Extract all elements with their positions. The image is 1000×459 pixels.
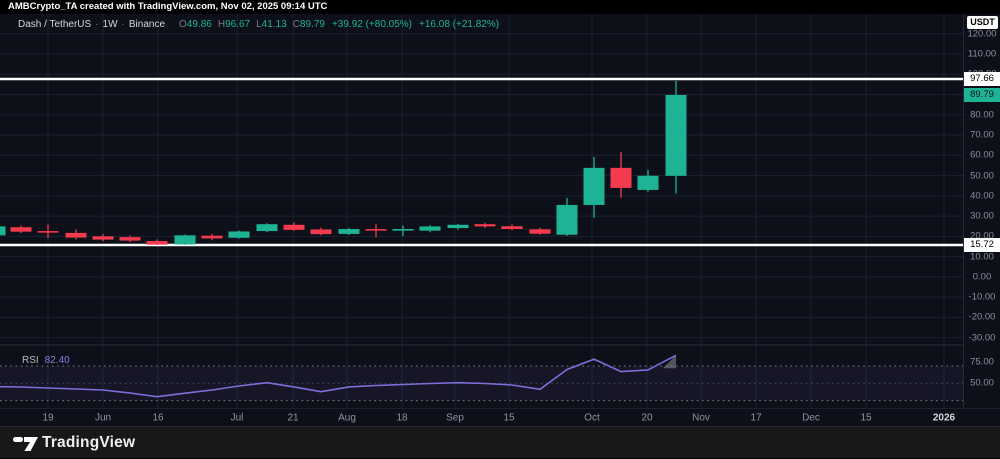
price-line-badge: 97.66 [964,72,1000,86]
candle-body [65,232,87,238]
candle-body [174,235,196,245]
time-tick-label: Sep [446,412,464,423]
chart-area: Dash / TetherUS · 1W · Binance O49.86 H96.67 L4… [0,14,1000,426]
time-tick-label: Oct [584,412,600,423]
price-tick-label: 30.00 [970,210,994,222]
time-tick-label: 2026 [932,412,956,423]
time-axis[interactable]: 19 Jun 16 Jul 21 Aug 18 Sep 15 Oct 20 Nov 17 Dec 15 202… [0,408,1000,426]
rsi-indicator-legend[interactable]: RSI 82.40 [22,355,70,367]
ohlc-key: L [256,19,262,30]
price-tick-label: -20.00 [968,311,996,323]
candle-body [146,240,168,245]
tradingview-logo-icon[interactable] [13,434,39,452]
price-tick-label: 50.00 [970,170,994,182]
candle-body [310,229,332,235]
ohlc-value: 96.67 [225,19,251,30]
candle-body [228,231,250,238]
price-tick-label: 40.00 [970,190,994,202]
candle-body [529,229,551,234]
legend-separator: · [95,19,99,30]
candle-body [365,229,387,231]
rsi-tick-label: 50.00 [970,377,994,389]
candle-body [201,235,223,239]
interval-label[interactable]: 1W [102,19,118,30]
change-value: +39.92 (+80.05%) [331,19,413,30]
exchange-label[interactable]: Binance [128,19,166,30]
candlestick-chart-surface[interactable] [0,14,963,408]
rsi-line-end-marker [663,355,676,369]
candle-body [92,236,114,240]
time-tick-label: Nov [692,412,710,423]
price-tick-label: -30.00 [968,332,996,344]
rsi-tick-label: 75.00 [970,356,994,368]
last-price-badge: 89.79 [964,87,1000,102]
footer-bar: TradingView [0,426,1000,458]
time-tick-label: 20 [641,412,653,423]
ohlc-values: O49.86 H96.67 L41.13 C89.79 [173,19,325,30]
ohlc-key: H [217,19,226,30]
change-extended-value: +16.08 (+21.82%) [419,19,500,30]
price-tick-label: 10.00 [970,251,994,263]
time-tick-label: 19 [42,412,54,423]
rsi-indicator-name: RSI [22,355,39,366]
time-tick-label: 15 [860,412,872,423]
time-tick-label: 16 [152,412,164,423]
price-tick-label: 120.00 [967,28,997,40]
ohlc-key: C [292,19,300,30]
symbol-title[interactable]: Dash / TetherUS [18,19,92,30]
candle-body [637,175,659,190]
price-tick-label: 20.00 [970,230,994,242]
price-tick-label: 80.00 [970,109,994,121]
candle-body [10,227,32,232]
candle-body [665,94,687,176]
candle-body [447,224,469,229]
ohlc-key: O [179,19,187,30]
attribution-text: AMBCrypto_TA created with TradingView.co… [8,1,328,12]
candle-body [610,167,632,188]
time-tick-label: Aug [338,412,356,423]
tradingview-wordmark[interactable]: TradingView [42,434,136,451]
candle-body [501,226,523,230]
price-tick-label: 60.00 [970,149,994,161]
candle-body [119,237,141,241]
time-tick-label: 15 [503,412,515,423]
time-tick-label: Jun [94,412,112,423]
candle-body [37,231,59,233]
candle-body [556,204,578,235]
price-tick-label: 110.00 [967,48,997,60]
time-tick-label: 21 [287,412,299,423]
candle-body [256,224,278,232]
symbol-legend: Dash / TetherUS · 1W · Binance O49.86 H96.67 L4… [18,18,499,32]
rsi-line [0,354,677,398]
candle-body [338,229,360,234]
price-tick-label: -10.00 [968,291,996,303]
candle-body [0,226,6,236]
price-line-badge: 15.72 [964,238,1000,252]
candle-body [283,224,305,230]
ohlc-value: 41.13 [261,19,287,30]
price-tick-label: 70.00 [970,129,994,141]
ohlc-value: 49.86 [186,19,212,30]
time-tick-label: Dec [802,412,820,423]
rsi-indicator-value: 82.40 [44,355,70,366]
price-tick-label: 0.00 [972,271,992,283]
ohlc-value: 89.79 [299,19,325,30]
candle-body [419,226,441,231]
attribution-bar: AMBCrypto_TA created with TradingView.co… [0,0,1000,14]
currency-toggle-button[interactable]: USDT [967,16,998,29]
price-axis[interactable]: USDT 120.00110.00100.0090.0080.0070.0060… [963,14,1000,408]
time-tick-label: 18 [396,412,408,423]
time-tick-label: Jul [230,412,244,423]
candle-body [474,224,496,227]
legend-separator: · [121,19,125,30]
candle-body [392,229,414,231]
time-tick-label: 17 [750,412,762,423]
candle-body [583,167,605,205]
